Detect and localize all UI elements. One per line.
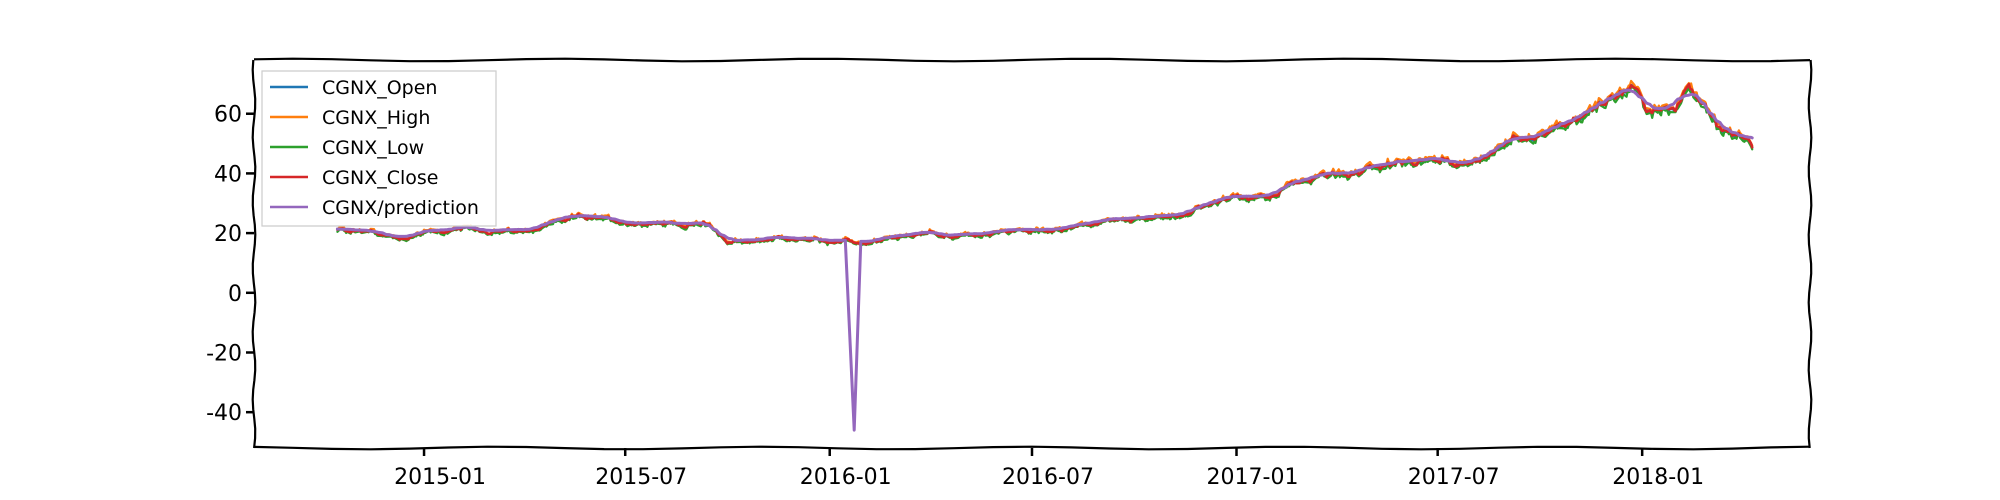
y-tick-label: 0 [228,282,242,307]
y-tick-label: 40 [214,162,242,187]
y-tick-label: 60 [214,103,242,128]
x-tick-label: 2018-01 [1612,465,1704,490]
x-tick-label: 2016-01 [800,465,892,490]
frame-left [251,59,257,449]
y-axis: -40 -20 0 20 40 60 [206,103,242,426]
legend-entry-open: CGNX_Open [270,77,437,99]
x-tick-label: 2015-07 [595,465,687,490]
legend: CGNX_Open CGNX_High CGNX_Low CGNX_Close … [261,70,497,227]
x-tick-label: 2017-07 [1408,465,1500,490]
frame-top [253,57,1811,63]
y-tick-label: -20 [206,341,242,366]
legend-label-open: CGNX_Open [322,77,437,99]
legend-entry-close: CGNX_Close [270,167,438,189]
y-tick-label: 20 [214,222,242,247]
legend-box [261,70,497,227]
x-tick-label: 2016-07 [1002,465,1094,490]
x-axis: 2015-01 2015-07 2016-01 2016-07 2017-01 … [394,465,1704,490]
frame-bottom [253,445,1811,451]
frame-right [1807,59,1813,449]
legend-label-low: CGNX_Low [322,137,424,159]
x-tick-label: 2015-01 [394,465,486,490]
plot-frame [246,57,1813,456]
legend-entry-prediction: CGNX/prediction [270,197,479,219]
legend-label-high: CGNX_High [322,107,430,129]
y-tick-label: -40 [206,401,242,426]
legend-label-prediction: CGNX/prediction [322,197,479,219]
series-line-prediction [335,88,1754,432]
legend-label-close: CGNX_Close [322,167,438,189]
legend-entry-high: CGNX_High [270,107,430,129]
legend-entry-low: CGNX_Low [270,137,424,159]
series-layer [335,79,1754,432]
x-tick-label: 2017-01 [1207,465,1299,490]
